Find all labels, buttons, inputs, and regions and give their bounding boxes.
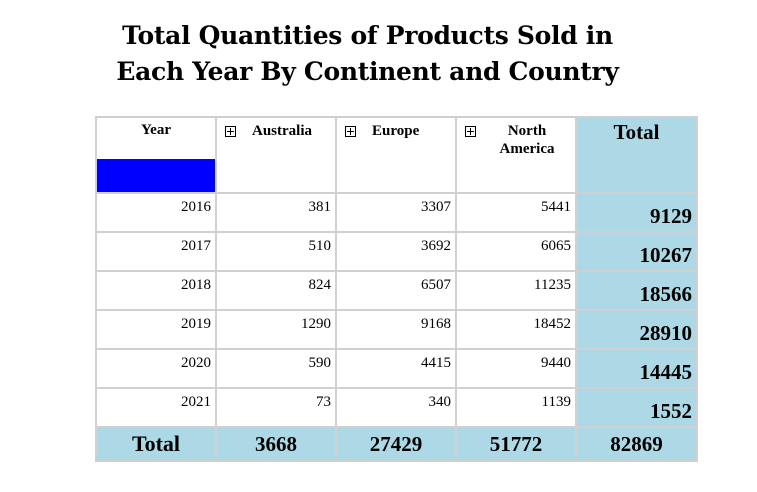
table-row: 2020 590 4415 9440 14445 bbox=[95, 348, 698, 389]
cell-north-america: 5441 bbox=[455, 192, 577, 233]
cell-year: 2019 bbox=[95, 309, 217, 350]
cell-europe: 3307 bbox=[335, 192, 457, 233]
cell-north-america: 18452 bbox=[455, 309, 577, 350]
table-row: 2019 1290 9168 18452 28910 bbox=[95, 309, 698, 350]
header-row: Year Australia Europe North America Tota… bbox=[95, 116, 698, 194]
cell-year: 2018 bbox=[95, 270, 217, 311]
cell-australia: 1290 bbox=[215, 309, 337, 350]
cell-australia: 381 bbox=[215, 192, 337, 233]
cell-australia: 590 bbox=[215, 348, 337, 389]
header-north-america-label: North America bbox=[499, 123, 555, 157]
report-title-line-1: Total Quantities of Products Sold in bbox=[122, 21, 613, 50]
footer-total-label: Total bbox=[95, 426, 217, 462]
cell-north-america: 6065 bbox=[455, 231, 577, 272]
crosstab-table: Year Australia Europe North America Tota… bbox=[95, 116, 698, 462]
footer-australia-total: 3668 bbox=[215, 426, 337, 462]
cell-north-america: 11235 bbox=[455, 270, 577, 311]
cell-europe: 340 bbox=[335, 387, 457, 428]
cell-europe: 3692 bbox=[335, 231, 457, 272]
header-australia-label: Australia bbox=[252, 123, 312, 139]
cell-europe: 9168 bbox=[335, 309, 457, 350]
table-row: 2017 510 3692 6065 10267 bbox=[95, 231, 698, 272]
expand-north-america-icon[interactable] bbox=[465, 126, 476, 137]
cell-north-america: 9440 bbox=[455, 348, 577, 389]
cell-row-total: 1552 bbox=[575, 387, 698, 428]
footer-total-row: Total 3668 27429 51772 82869 bbox=[95, 426, 698, 462]
cell-australia: 824 bbox=[215, 270, 337, 311]
table-row: 2018 824 6507 11235 18566 bbox=[95, 270, 698, 311]
header-north-america: North America bbox=[455, 116, 577, 194]
expand-europe-icon[interactable] bbox=[345, 126, 356, 137]
cell-year: 2017 bbox=[95, 231, 217, 272]
cell-europe: 6507 bbox=[335, 270, 457, 311]
header-australia: Australia bbox=[215, 116, 337, 194]
cell-row-total: 9129 bbox=[575, 192, 698, 233]
cell-year: 2021 bbox=[95, 387, 217, 428]
report-title-line-2: Each Year By Continent and Country bbox=[116, 57, 619, 86]
cell-year: 2020 bbox=[95, 348, 217, 389]
footer-europe-total: 27429 bbox=[335, 426, 457, 462]
header-year: Year bbox=[95, 116, 217, 194]
cell-australia: 510 bbox=[215, 231, 337, 272]
cell-australia: 73 bbox=[215, 387, 337, 428]
cell-row-total: 18566 bbox=[575, 270, 698, 311]
table-row: 2021 73 340 1139 1552 bbox=[95, 387, 698, 428]
cell-row-total: 14445 bbox=[575, 348, 698, 389]
cell-row-total: 10267 bbox=[575, 231, 698, 272]
header-year-label: Year bbox=[141, 122, 171, 138]
year-color-swatch bbox=[97, 159, 215, 192]
expand-australia-icon[interactable] bbox=[225, 126, 236, 137]
cell-europe: 4415 bbox=[335, 348, 457, 389]
table-row: 2016 381 3307 5441 9129 bbox=[95, 192, 698, 233]
footer-north-america-total: 51772 bbox=[455, 426, 577, 462]
footer-grand-total: 82869 bbox=[575, 426, 698, 462]
header-europe-label: Europe bbox=[372, 123, 420, 139]
report-title: Total Quantities of Products Sold in Eac… bbox=[95, 18, 640, 90]
cell-north-america: 1139 bbox=[455, 387, 577, 428]
cell-year: 2016 bbox=[95, 192, 217, 233]
header-total: Total bbox=[575, 116, 698, 194]
cell-row-total: 28910 bbox=[575, 309, 698, 350]
header-europe: Europe bbox=[335, 116, 457, 194]
